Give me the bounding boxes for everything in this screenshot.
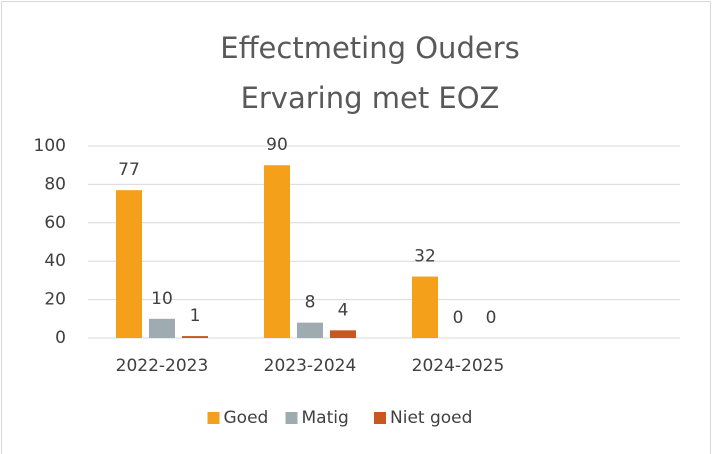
- data-label: 0: [486, 308, 497, 328]
- data-label: 0: [453, 308, 464, 328]
- legend-label: Goed: [224, 408, 269, 428]
- x-tick-label: 2023-2024: [264, 356, 357, 376]
- chart-title: Effectmeting Ouders: [220, 31, 519, 65]
- data-label: 77: [118, 160, 140, 180]
- data-label: 1: [190, 306, 201, 326]
- legend-label: Niet goed: [390, 408, 472, 428]
- legend-swatch: [285, 412, 298, 424]
- chart-title: Ervaring met EOZ: [241, 81, 500, 115]
- data-label: 8: [305, 293, 316, 313]
- legend-label: Matig: [302, 408, 349, 428]
- bar: [264, 165, 290, 338]
- data-label: 32: [414, 247, 436, 267]
- y-tick-label: 40: [44, 251, 66, 271]
- data-label: 4: [338, 300, 349, 320]
- data-label: 90: [266, 135, 288, 155]
- y-tick-label: 100: [34, 136, 66, 156]
- bar: [297, 322, 323, 338]
- y-tick-label: 80: [44, 174, 66, 194]
- bar: [330, 330, 356, 338]
- y-tick-label: 20: [44, 290, 66, 310]
- bar: [412, 276, 438, 338]
- bar: [116, 190, 142, 338]
- y-tick-label: 0: [55, 328, 66, 348]
- data-label: 10: [151, 289, 173, 309]
- y-tick-label: 60: [44, 213, 66, 233]
- x-tick-label: 2024-2025: [412, 356, 505, 376]
- legend-swatch: [207, 412, 220, 424]
- x-tick-label: 2022-2023: [116, 356, 209, 376]
- bar: [182, 336, 208, 338]
- bar: [149, 318, 175, 338]
- legend-swatch: [374, 412, 386, 424]
